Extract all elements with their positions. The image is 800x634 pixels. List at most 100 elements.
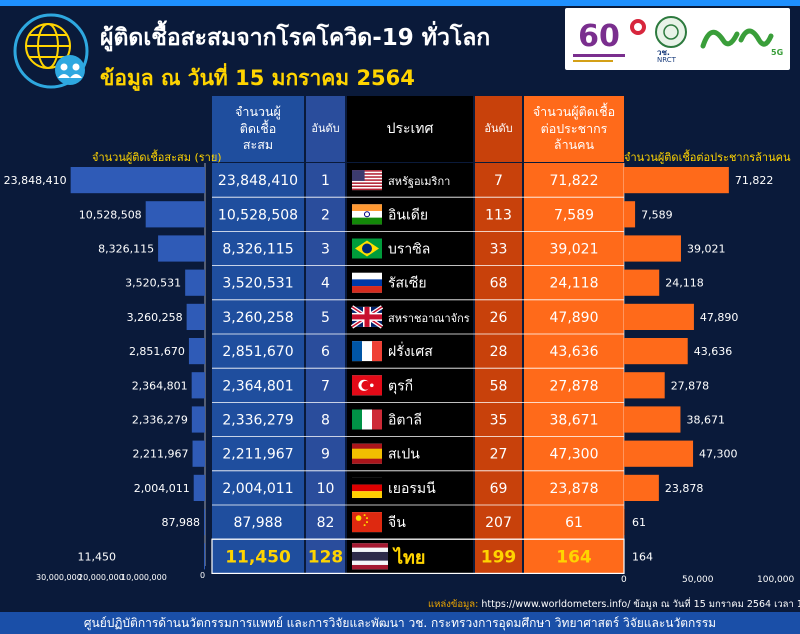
right-bar bbox=[624, 167, 729, 194]
table-country-name: จีน bbox=[388, 515, 406, 531]
right-tick-label: 50,000 bbox=[682, 575, 714, 585]
right-tick-label: 100,000 bbox=[757, 575, 795, 585]
left-bar-value-label: 3,260,258 bbox=[127, 311, 183, 324]
flag-spain-icon bbox=[352, 443, 382, 464]
left-bar bbox=[186, 303, 205, 330]
table-rank-value: 2 bbox=[321, 207, 330, 223]
table-country-name: ไทย bbox=[392, 546, 425, 568]
right-bar-value-label: 43,636 bbox=[694, 345, 733, 358]
table-per-million-value: 24,118 bbox=[550, 276, 599, 292]
header-cases: จำนวนผู้ติดเชื้อสะสม bbox=[212, 96, 304, 162]
footer-bar: ศูนย์ปฏิบัติการด้านนวัตกรรมการแพทย์ และก… bbox=[0, 612, 800, 634]
flag-italy-icon bbox=[352, 409, 382, 430]
right-bar bbox=[624, 235, 681, 262]
left-bar-value-label: 23,848,410 bbox=[4, 174, 67, 187]
left-bar bbox=[185, 269, 205, 296]
table-country-name: อิตาลี bbox=[388, 413, 422, 429]
table-rank2-value: 35 bbox=[490, 413, 508, 429]
left-bar-value-label: 2,364,801 bbox=[132, 379, 188, 392]
left-bar-value-label: 2,336,279 bbox=[132, 414, 188, 427]
logo-panel: 60 วช. NRCT 5G bbox=[565, 8, 790, 70]
table-per-million-value: 71,822 bbox=[550, 173, 599, 189]
left-bar bbox=[193, 474, 205, 501]
right-bar-value-label: 27,878 bbox=[671, 379, 710, 392]
right-bar bbox=[624, 474, 659, 501]
flag-turkey-icon bbox=[352, 375, 382, 396]
nrct-logo-icon bbox=[655, 16, 687, 48]
left-tick-label: 10,000,000 bbox=[121, 573, 167, 582]
left-bar-value-label: 2,211,967 bbox=[133, 448, 189, 461]
right-tick-label: 0 bbox=[621, 575, 627, 585]
right-bar-value-label: 39,021 bbox=[687, 243, 726, 256]
table-country-name: สหรัฐอเมริกา bbox=[388, 175, 450, 188]
left-bar bbox=[158, 235, 205, 262]
left-bar bbox=[204, 543, 205, 570]
flag-brazil-icon bbox=[352, 238, 382, 259]
globe-people-icon bbox=[13, 13, 89, 89]
source-text[interactable]: https://www.worldometers.info/ ข้อมูล ณ … bbox=[481, 599, 800, 610]
right-bar-value-label: 24,118 bbox=[665, 277, 704, 290]
table-rank-value: 6 bbox=[321, 344, 330, 360]
table-cases-value: 2,851,670 bbox=[222, 344, 293, 360]
table-rank2-value: 68 bbox=[490, 276, 508, 292]
left-bar-value-label: 2,004,011 bbox=[134, 482, 190, 495]
royal-emblem-icon bbox=[630, 19, 646, 35]
table-rank-value: 9 bbox=[321, 447, 330, 463]
right-bar-value-label: 61 bbox=[632, 516, 646, 529]
table-cases-value: 87,988 bbox=[234, 515, 283, 531]
table-per-million-value: 38,671 bbox=[550, 413, 599, 429]
left-bar bbox=[191, 372, 205, 399]
left-bar-value-label: 3,520,531 bbox=[125, 277, 181, 290]
source-note: แหล่งข้อมูล: https://www.worldometers.in… bbox=[428, 597, 800, 612]
fiveg-label: 5G bbox=[771, 48, 784, 57]
table-cases-value: 11,450 bbox=[225, 547, 291, 567]
table-rank2-value: 26 bbox=[490, 310, 508, 326]
table-cases-value: 10,528,508 bbox=[218, 207, 298, 223]
left-bar bbox=[191, 406, 205, 433]
right-bar bbox=[624, 269, 660, 296]
left-tick-label: 0 bbox=[200, 571, 206, 580]
table-rank-value: 5 bbox=[321, 310, 330, 326]
table-rank2-value: 7 bbox=[494, 173, 503, 189]
left-bar bbox=[192, 440, 205, 467]
table-per-million-value: 43,636 bbox=[550, 344, 599, 360]
table-rank-value: 10 bbox=[317, 481, 335, 497]
table-rank2-value: 33 bbox=[490, 242, 508, 258]
flag-india-icon bbox=[352, 204, 382, 225]
left-bar-value-label: 11,450 bbox=[78, 550, 117, 563]
left-bar-value-label: 87,988 bbox=[162, 516, 201, 529]
table-country-name: สเปน bbox=[388, 447, 420, 463]
nrct-green-logo-icon bbox=[700, 28, 774, 49]
table-rank2-value: 58 bbox=[490, 378, 508, 394]
flag-russia-icon bbox=[352, 272, 382, 293]
flag-germany-icon bbox=[352, 477, 382, 498]
table-per-million-value: 47,300 bbox=[550, 447, 599, 463]
table-rank-value: 8 bbox=[321, 413, 330, 429]
table-cases-value: 8,326,115 bbox=[222, 242, 293, 258]
right-bar-value-label: 71,822 bbox=[735, 174, 774, 187]
table-per-million-value: 164 bbox=[556, 547, 592, 567]
right-bar bbox=[624, 406, 681, 433]
table-country-name: เยอรมนี bbox=[388, 481, 436, 497]
table-rank-value: 3 bbox=[321, 242, 330, 258]
left-tick-label: 30,000,000 bbox=[36, 573, 82, 582]
table-country-name: ฝรั่งเศส bbox=[388, 342, 433, 360]
table-rank-value: 4 bbox=[321, 276, 330, 292]
table-cases-value: 2,336,279 bbox=[222, 413, 293, 429]
right-bar-value-label: 164 bbox=[632, 550, 653, 563]
flag-france-icon bbox=[352, 341, 382, 362]
source-label: แหล่งข้อมูล: bbox=[428, 599, 479, 610]
table-rank-value: 7 bbox=[321, 378, 330, 394]
right-bar bbox=[624, 338, 688, 365]
page-subtitle: ข้อมูล ณ วันที่ 15 มกราคม 2564 bbox=[100, 66, 415, 90]
table-rank2-value: 207 bbox=[485, 515, 512, 531]
table-per-million-value: 47,890 bbox=[550, 310, 599, 326]
table-per-million-value: 23,878 bbox=[550, 481, 599, 497]
svg-text:60: 60 bbox=[578, 19, 620, 54]
left-bar-value-label: 2,851,670 bbox=[129, 345, 185, 358]
table-rank-value: 1 bbox=[321, 173, 330, 189]
table-cases-value: 3,260,258 bbox=[222, 310, 293, 326]
flag-china-icon bbox=[352, 512, 382, 533]
header-country: ประเทศ bbox=[347, 96, 473, 162]
